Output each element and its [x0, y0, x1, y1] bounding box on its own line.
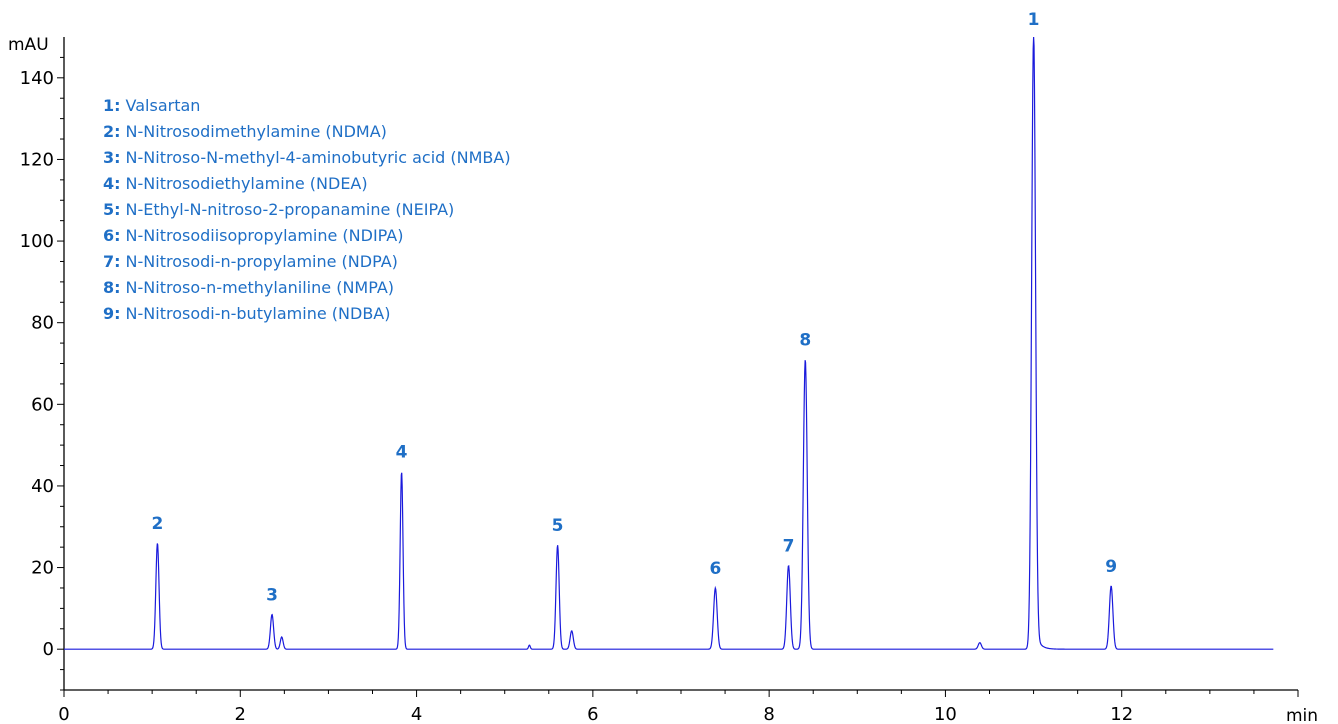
- peak-label: 3: [266, 585, 278, 605]
- legend-name: N-Nitroso-n-methylaniline (NMPA): [126, 278, 395, 297]
- legend-number: 3:: [103, 148, 121, 167]
- legend-entry: 1: Valsartan: [103, 96, 200, 115]
- legend-name: N-Nitrosodiethylamine (NDEA): [126, 174, 368, 193]
- legend-entry: 6: N-Nitrosodiisopropylamine (NDIPA): [103, 226, 403, 245]
- y-tick-label: 100: [20, 231, 54, 252]
- y-tick-label: 60: [31, 394, 54, 415]
- peak-label: 2: [152, 514, 164, 534]
- legend-entry: 8: N-Nitroso-n-methylaniline (NMPA): [103, 278, 394, 297]
- legend-number: 4:: [103, 174, 121, 193]
- legend-number: 2:: [103, 122, 121, 141]
- legend-number: 9:: [103, 304, 121, 323]
- peak-label: 1: [1028, 10, 1040, 30]
- y-tick-label: 80: [31, 313, 54, 334]
- x-tick-label: 2: [235, 704, 246, 724]
- legend-name: N-Nitrosodimethylamine (NDMA): [126, 122, 387, 141]
- legend-name: N-Nitrosodi-n-butylamine (NDBA): [126, 304, 391, 323]
- tick-labels: 0 20 40 60 80 100 120 140 0 2 4 6 8 10 12: [20, 68, 1134, 724]
- x-tick-label: 8: [763, 704, 774, 724]
- peak-label: 4: [396, 443, 408, 463]
- legend-name: N-Nitrosodiisopropylamine (NDIPA): [126, 226, 404, 245]
- peak-label: 9: [1105, 557, 1117, 577]
- legend-name: N-Nitrosodi-n-propylamine (NDPA): [126, 252, 398, 271]
- legend-number: 6:: [103, 226, 121, 245]
- legend-entry: 4: N-Nitrosodiethylamine (NDEA): [103, 174, 368, 193]
- x-unit-label: min: [1286, 706, 1318, 724]
- legend-entry: 5: N-Ethyl-N-nitroso-2-propanamine (NEIPA…: [103, 200, 454, 219]
- y-unit-label: mAU: [8, 35, 49, 55]
- legend-name: Valsartan: [126, 96, 201, 115]
- x-tick-label: 10: [934, 704, 957, 724]
- y-tick-label: 140: [20, 68, 54, 89]
- legend-entry: 9: N-Nitrosodi-n-butylamine (NDBA): [103, 304, 390, 323]
- peak-label: 6: [709, 559, 721, 579]
- y-tick-label: 0: [43, 639, 54, 660]
- y-tick-label: 120: [20, 149, 54, 170]
- legend-entry: 2: N-Nitrosodimethylamine (NDMA): [103, 122, 387, 141]
- x-tick-label: 12: [1110, 704, 1133, 724]
- legend-name: N-Ethyl-N-nitroso-2-propanamine (NEIPA): [126, 200, 455, 219]
- x-tick-label: 6: [587, 704, 598, 724]
- x-tick-label: 4: [411, 704, 422, 724]
- peak-label: 8: [799, 330, 811, 350]
- legend-number: 7:: [103, 252, 121, 271]
- ticks: [57, 56, 1299, 697]
- chromatogram-trace: [64, 36, 1274, 650]
- legend-entry: 7: N-Nitrosodi-n-propylamine (NDPA): [103, 252, 398, 271]
- y-tick-label: 20: [31, 558, 54, 579]
- peak-label: 5: [552, 516, 564, 536]
- peak-label: 7: [783, 537, 795, 557]
- legend: 1: Valsartan 2: N-Nitrosodimethylamine (NDM…: [103, 96, 511, 323]
- x-tick-label: 0: [58, 704, 69, 724]
- legend-number: 1:: [103, 96, 121, 115]
- legend-entry: 3: N-Nitroso-N-methyl-4-aminobutyric acid…: [103, 148, 511, 167]
- legend-number: 8:: [103, 278, 121, 297]
- legend-name: N-Nitroso-N-methyl-4-aminobutyric acid (…: [126, 148, 511, 167]
- legend-number: 5:: [103, 200, 121, 219]
- peak-labels: 2 3 4 5 6 7 8 1 9: [152, 10, 1118, 605]
- y-tick-label: 40: [31, 476, 54, 497]
